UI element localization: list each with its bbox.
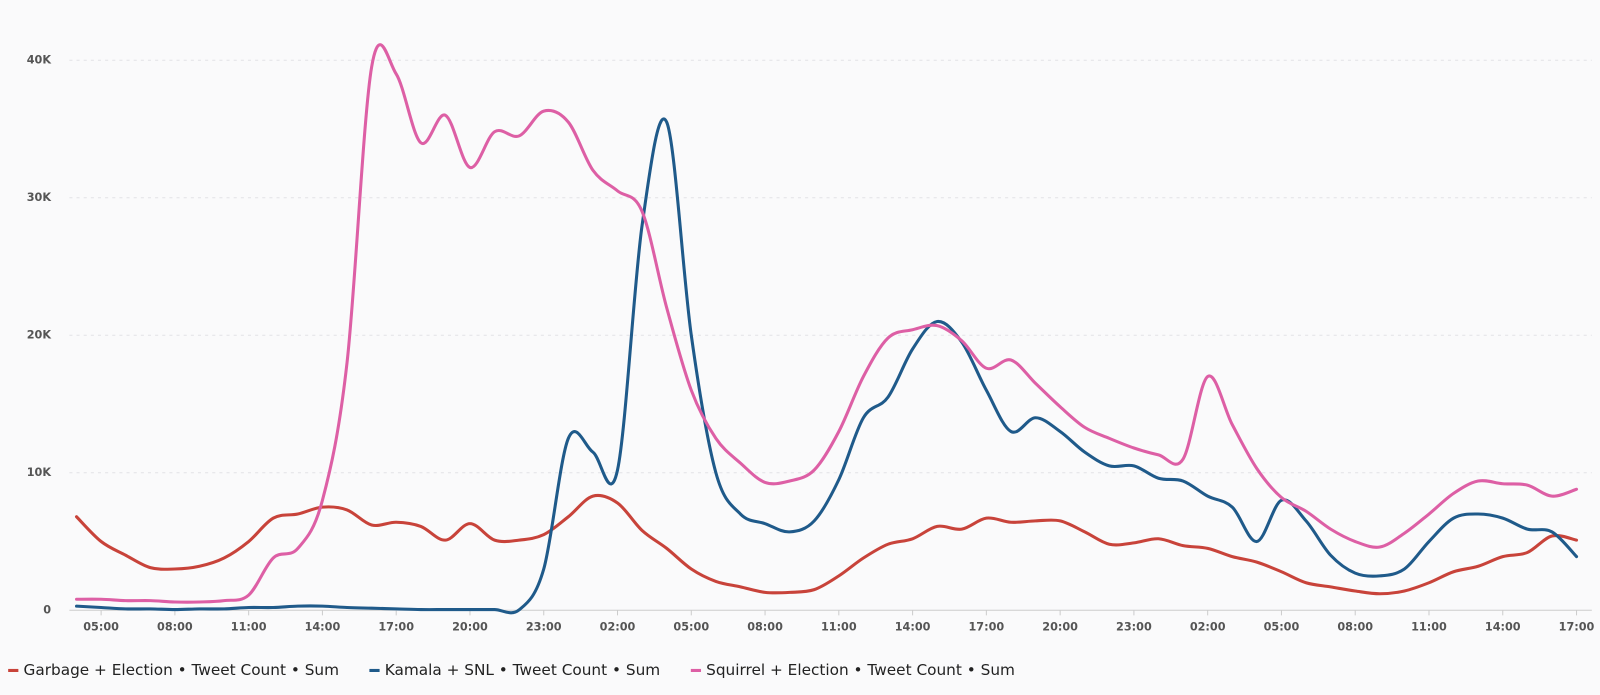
x-tick-label: 05:00 <box>1264 621 1300 634</box>
x-tick-label: 17:00 <box>969 621 1005 634</box>
x-tick-label: 14:00 <box>305 621 341 634</box>
x-tick-label: 08:00 <box>157 621 193 634</box>
y-tick-label: 10K <box>27 466 53 479</box>
y-tick-label: 40K <box>27 53 53 66</box>
y-tick-label: 20K <box>27 328 53 341</box>
x-tick-label: 20:00 <box>452 621 488 634</box>
y-tick-label: 30K <box>27 191 53 204</box>
x-tick-label: 08:00 <box>747 621 783 634</box>
legend-label: Kamala + SNL • Tweet Count • Sum <box>385 661 660 679</box>
x-tick-label: 02:00 <box>600 621 636 634</box>
line-series <box>75 493 1579 596</box>
x-tick-label: 11:00 <box>231 621 267 634</box>
x-tick-label: 23:00 <box>1116 621 1152 634</box>
x-tick-label: 17:00 <box>378 621 414 634</box>
line-series <box>75 117 1579 615</box>
x-tick-label: 05:00 <box>83 621 119 634</box>
legend-label: Squirrel + Election • Tweet Count • Sum <box>706 661 1015 679</box>
x-tick-label: 20:00 <box>1042 621 1078 634</box>
legend-label: Garbage + Election • Tweet Count • Sum <box>23 661 339 679</box>
line-series <box>75 43 1579 604</box>
x-tick-label: 14:00 <box>895 621 931 634</box>
x-tick-label: 05:00 <box>673 621 709 634</box>
x-tick-label: 11:00 <box>1411 621 1447 634</box>
x-tick-label: 23:00 <box>526 621 562 634</box>
x-tick-label: 11:00 <box>821 621 857 634</box>
x-tick-label: 17:00 <box>1559 621 1595 634</box>
x-tick-label: 14:00 <box>1485 621 1521 634</box>
y-tick-label: 0 <box>43 603 51 616</box>
x-tick-label: 02:00 <box>1190 621 1226 634</box>
x-tick-label: 08:00 <box>1337 621 1373 634</box>
